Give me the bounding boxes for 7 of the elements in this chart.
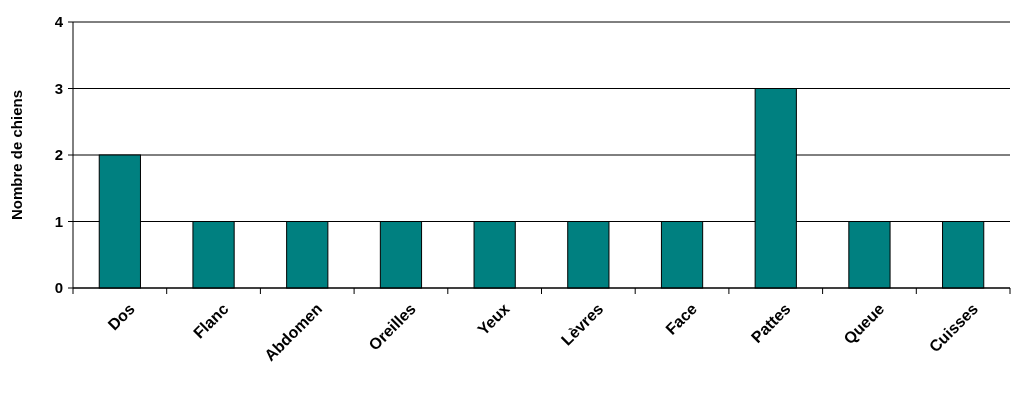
y-axis-title: Nombre de chiens <box>8 89 25 221</box>
y-tick-label: 1 <box>54 212 63 230</box>
y-tick-label: 2 <box>54 146 63 164</box>
x-tick-label: Dos <box>104 299 138 334</box>
y-tick-label: 4 <box>54 13 64 31</box>
y-tick-label: 3 <box>54 79 63 97</box>
y-tick-label: 0 <box>54 279 63 297</box>
